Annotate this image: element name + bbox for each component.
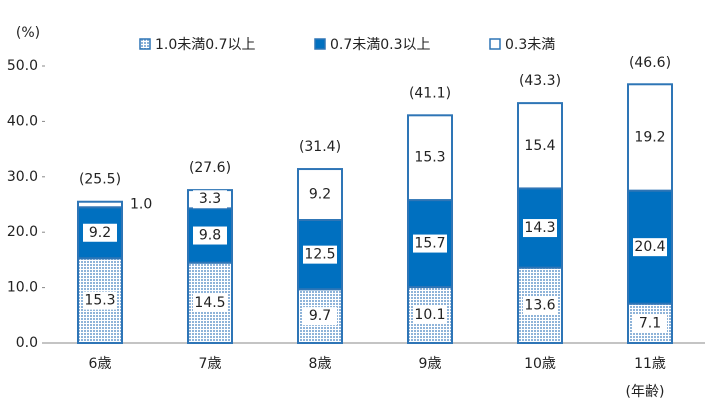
data-label-box <box>523 296 557 315</box>
data-label-box <box>413 234 447 253</box>
data-label: 9.2 <box>309 187 331 203</box>
data-label: 1.0 <box>130 197 152 213</box>
data-label: 9.8 <box>199 228 221 244</box>
data-label-box <box>193 293 227 312</box>
data-label: 20.4 <box>634 239 665 255</box>
data-label: 7.1 <box>639 315 661 331</box>
legend-marker <box>489 38 501 50</box>
total-label: (43.3) <box>519 73 561 89</box>
data-label-box <box>303 245 337 264</box>
data-label-box <box>413 148 447 167</box>
data-label: 12.5 <box>304 247 335 263</box>
y-tick-label: 50.0 <box>7 58 38 74</box>
data-label-box <box>193 190 227 209</box>
total-label: (27.6) <box>189 160 231 176</box>
y-tick-label: 0.0 <box>16 335 38 351</box>
legend-label: 0.7未満0.3以上 <box>330 37 431 53</box>
x-tick-label: 10歳 <box>524 356 556 372</box>
data-label: 13.6 <box>524 297 555 313</box>
data-label: 15.3 <box>84 293 115 309</box>
legend-marker <box>314 38 326 50</box>
data-label: 14.5 <box>194 295 225 311</box>
y-tick-label: 30.0 <box>7 169 38 185</box>
total-label: (25.5) <box>79 172 121 188</box>
x-unit: (年齢) <box>626 384 665 400</box>
data-label-box <box>83 291 117 310</box>
data-label-box <box>303 185 337 204</box>
data-label-box <box>523 136 557 155</box>
data-label-box <box>523 219 557 238</box>
data-label-box <box>83 223 117 242</box>
data-label: 9.7 <box>309 308 331 324</box>
total-label: (41.1) <box>409 85 451 101</box>
data-label-box <box>633 128 667 147</box>
legend-label: 1.0未満0.7以上 <box>155 37 256 53</box>
y-unit: (%) <box>16 25 40 41</box>
data-label: 14.3 <box>524 220 555 236</box>
data-label-box <box>633 314 667 333</box>
data-label: 9.2 <box>89 225 111 241</box>
x-tick-label: 9歳 <box>419 356 442 372</box>
x-tick-label: 7歳 <box>199 356 222 372</box>
data-label: 15.3 <box>414 150 445 166</box>
data-label: 10.1 <box>414 307 445 323</box>
bar-segment <box>77 200 123 209</box>
data-label: 19.2 <box>634 129 665 145</box>
legend-marker <box>139 38 151 50</box>
x-tick-label: 8歳 <box>309 356 332 372</box>
y-tick-label: 20.0 <box>7 224 38 240</box>
legend-label: 0.3未満 <box>505 37 555 53</box>
y-tick-label: 10.0 <box>7 280 38 296</box>
data-label-box <box>413 306 447 325</box>
y-tick-label: 40.0 <box>7 113 38 129</box>
data-label-box <box>303 307 337 326</box>
data-label: 15.7 <box>414 236 445 252</box>
data-label: 15.4 <box>524 138 555 154</box>
total-label: (31.4) <box>299 139 341 155</box>
data-label: 3.3 <box>199 191 221 207</box>
x-tick-label: 6歳 <box>89 356 112 372</box>
data-label-box <box>193 226 227 245</box>
total-label: (46.6) <box>629 55 671 71</box>
x-tick-label: 11歳 <box>634 356 666 372</box>
data-label-box <box>633 238 667 257</box>
